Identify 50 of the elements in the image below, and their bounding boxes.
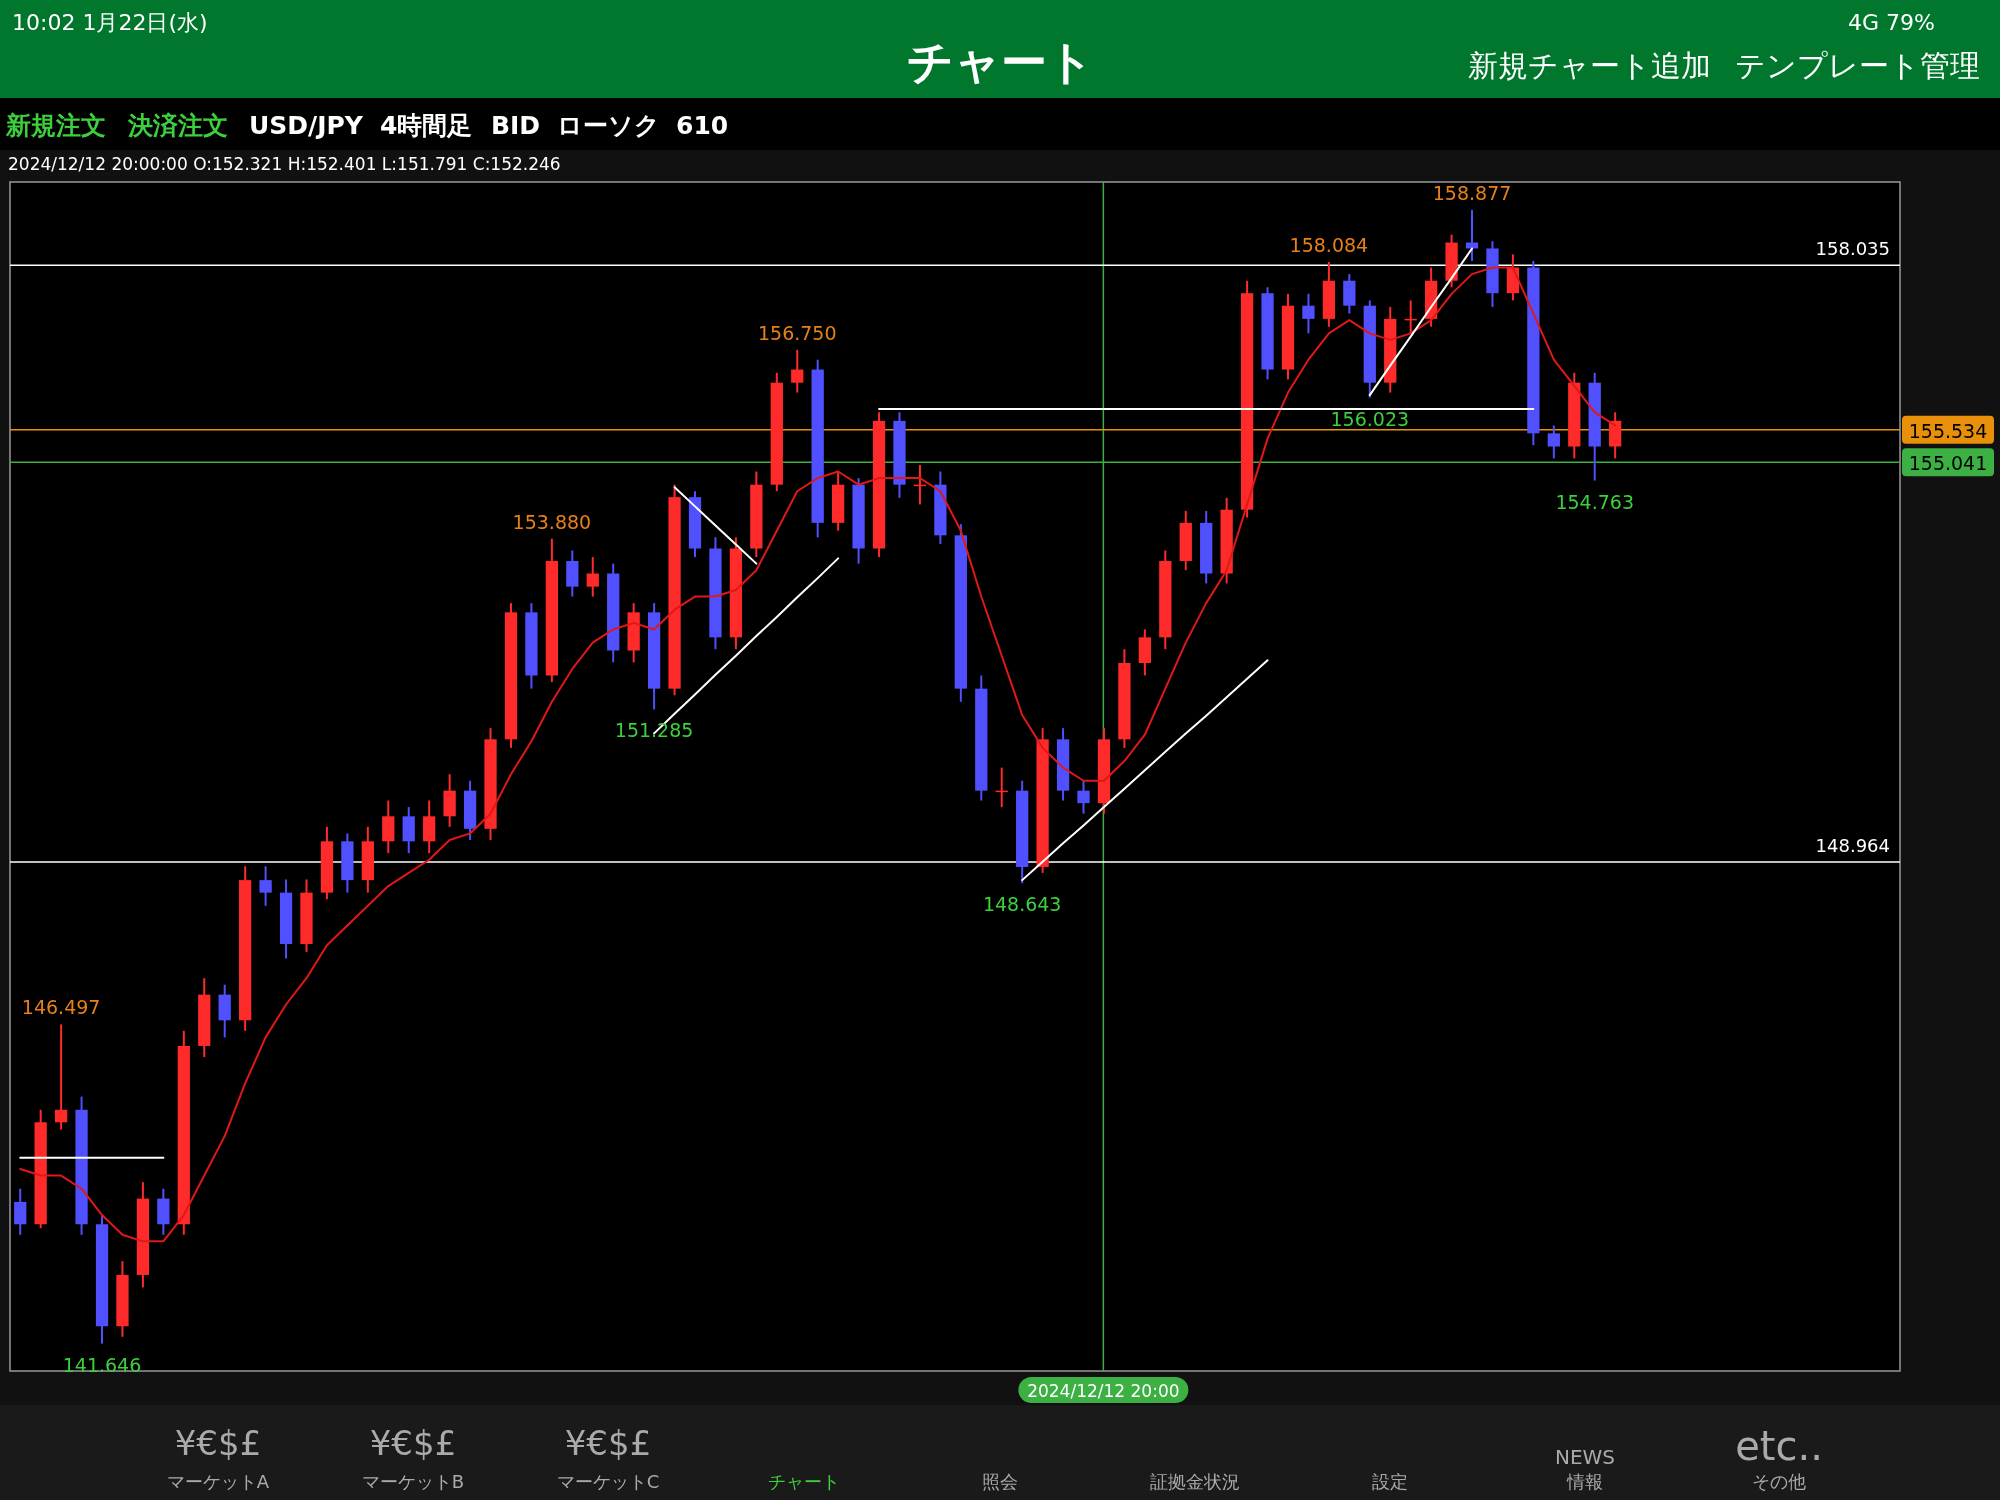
candlestick bbox=[14, 1187, 27, 1236]
text: 情報 bbox=[1566, 1471, 1603, 1492]
text: NEWS bbox=[1554, 1445, 1616, 1469]
text: テンプレート管理 bbox=[1735, 48, 1980, 83]
text: チャート bbox=[768, 1471, 840, 1492]
text: 10:02 1月22日(水) bbox=[12, 10, 208, 35]
annotation: 148.643 bbox=[982, 893, 1062, 916]
text: 決済注文 bbox=[127, 111, 228, 140]
text: ¥€$£ bbox=[369, 1423, 457, 1463]
text: USD/JPY bbox=[249, 111, 364, 140]
text: 照会 bbox=[982, 1471, 1018, 1492]
annotation: 158.084 bbox=[1289, 234, 1369, 257]
annotation: 156.023 bbox=[1330, 407, 1410, 430]
annotation: 153.880 bbox=[512, 510, 592, 533]
text: 610 bbox=[676, 111, 729, 140]
text: ローソク bbox=[557, 111, 660, 140]
text: マーケットA bbox=[166, 1471, 270, 1492]
ref-line-label: 155.534 bbox=[1908, 419, 1988, 442]
candlestick bbox=[1547, 424, 1560, 460]
chart-subtitle: 2024/12/12 20:00:00 O:152.321 H:152.401 L:151.791 C:152.246 bbox=[8, 154, 561, 174]
candlestick bbox=[259, 865, 272, 907]
ref-line-label: 148.964 bbox=[1815, 835, 1890, 857]
text: マーケットB bbox=[361, 1471, 465, 1492]
candlestick bbox=[791, 348, 804, 394]
annotation: 151.285 bbox=[614, 719, 694, 742]
text: ¥€$£ bbox=[564, 1423, 652, 1463]
text: その他 bbox=[1752, 1471, 1806, 1492]
annotation: 158.877 bbox=[1432, 181, 1512, 204]
text: 新規チャート追加 bbox=[1468, 48, 1711, 83]
candlestick bbox=[1302, 292, 1315, 335]
candlestick bbox=[1077, 779, 1090, 815]
text: 新規注文 bbox=[5, 111, 106, 140]
annotation: 156.750 bbox=[757, 321, 837, 344]
text: 設定 bbox=[1372, 1471, 1408, 1492]
text: 4時間足 bbox=[380, 111, 473, 140]
text: BID bbox=[491, 111, 541, 140]
annotation: 146.497 bbox=[21, 996, 101, 1019]
ref-line-label: 155.041 bbox=[1908, 452, 1988, 475]
annotation: 154.763 bbox=[1555, 490, 1634, 513]
ref-line-label: 158.035 bbox=[1815, 238, 1890, 260]
chart-title: チャート bbox=[906, 35, 1094, 89]
text: マーケットC bbox=[556, 1471, 660, 1492]
text: 2024/12/12 20:00 bbox=[1027, 1381, 1180, 1401]
text: 証拠金状況 bbox=[1150, 1471, 1240, 1492]
text: etc.. bbox=[1735, 1423, 1823, 1469]
annotation: 141.646 bbox=[62, 1353, 142, 1376]
text: 4G 79% bbox=[1848, 10, 1935, 35]
text: ¥€$£ bbox=[174, 1423, 262, 1463]
candlestick bbox=[54, 1023, 68, 1131]
candlestick bbox=[586, 556, 599, 598]
